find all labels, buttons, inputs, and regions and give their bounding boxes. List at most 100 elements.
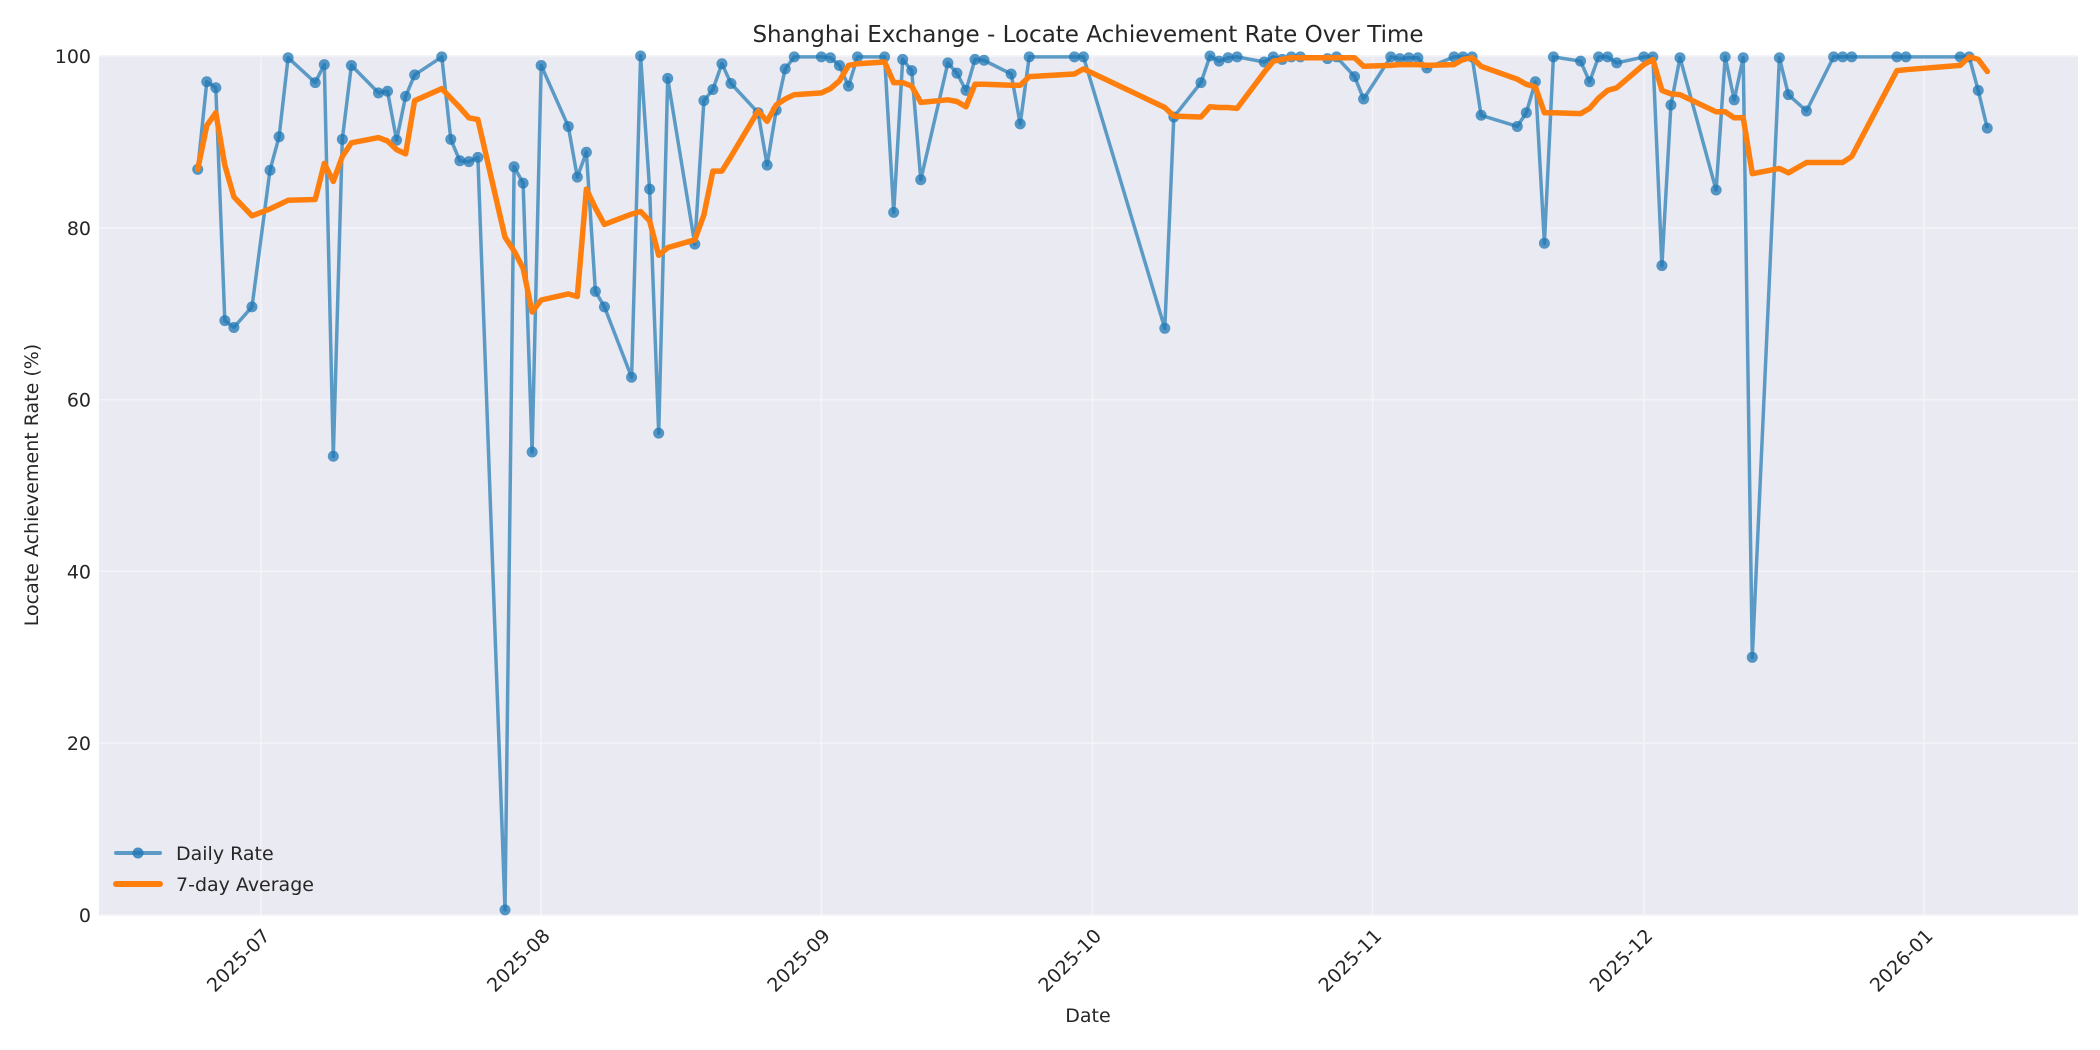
data-point — [400, 90, 412, 102]
data-point — [201, 76, 213, 88]
data-point — [1728, 94, 1740, 106]
data-point — [282, 52, 294, 64]
data-point — [1828, 51, 1840, 63]
data-point — [571, 171, 583, 183]
data-point — [1231, 51, 1243, 63]
data-point — [598, 301, 610, 313]
data-point — [888, 206, 900, 218]
data-point — [779, 63, 791, 75]
data-point — [508, 161, 520, 173]
data-point — [1638, 51, 1650, 63]
legend-daily-rate-label: Daily Rate — [176, 843, 274, 865]
data-point — [978, 54, 990, 66]
data-point — [409, 69, 421, 81]
data-point — [219, 315, 231, 327]
data-point — [1891, 51, 1903, 63]
x-tick-label: 2025-08 — [483, 925, 555, 997]
data-point — [273, 131, 285, 143]
data-point — [1412, 52, 1424, 64]
data-point — [445, 133, 457, 145]
data-point — [526, 446, 538, 458]
data-point — [1846, 51, 1858, 63]
data-point — [345, 59, 357, 71]
data-point — [1782, 89, 1794, 101]
x-tick-label: 2025-10 — [1034, 925, 1106, 997]
data-point — [1023, 51, 1035, 63]
data-point — [662, 72, 674, 84]
x-axis-ticks: 2025-07 2025-08 2025-09 2025-10 2025-11 2025-… — [203, 925, 1938, 997]
data-point — [499, 904, 511, 916]
data-point — [707, 84, 719, 96]
data-point — [372, 87, 384, 99]
data-point — [635, 50, 647, 62]
data-point — [264, 164, 276, 176]
legend-daily-rate-marker — [132, 847, 144, 859]
data-point — [1077, 51, 1089, 63]
data-point — [228, 321, 240, 333]
data-point — [1575, 55, 1587, 67]
data-point — [716, 58, 728, 70]
data-point — [1213, 55, 1225, 67]
data-point — [653, 427, 665, 439]
data-point — [246, 301, 258, 313]
data-point — [1837, 51, 1849, 63]
data-point — [1981, 122, 1993, 134]
y-tick-label: 0 — [79, 905, 91, 927]
data-point — [210, 82, 222, 94]
data-point — [1195, 77, 1207, 89]
data-point — [833, 59, 845, 71]
data-point — [1972, 84, 1984, 96]
data-point — [1222, 52, 1234, 64]
data-point — [725, 77, 737, 89]
data-point — [1005, 68, 1017, 80]
data-point — [382, 85, 394, 97]
data-point — [1349, 71, 1361, 83]
data-point — [463, 156, 475, 168]
y-tick-label: 60 — [67, 390, 91, 412]
x-tick-label: 2025-07 — [203, 925, 275, 997]
series-layer — [192, 50, 1993, 916]
y-axis-ticks: 0 20 40 60 80 100 — [55, 46, 91, 927]
data-point — [454, 155, 466, 167]
y-tick-label: 80 — [67, 218, 91, 240]
legend-7day-average-label: 7-day Average — [176, 874, 314, 896]
data-point — [1538, 237, 1550, 249]
data-point — [1801, 105, 1813, 117]
data-point — [906, 65, 918, 77]
x-tick-label: 2026-01 — [1866, 925, 1938, 997]
data-point — [626, 371, 638, 383]
data-point — [1520, 107, 1532, 119]
data-point — [1448, 51, 1460, 63]
data-point — [1584, 76, 1596, 88]
data-point — [842, 80, 854, 92]
data-point — [1403, 52, 1415, 64]
y-tick-label: 100 — [55, 46, 91, 68]
data-point — [1394, 53, 1406, 65]
data-point — [562, 120, 574, 132]
data-point — [644, 183, 656, 195]
data-point — [1611, 57, 1623, 69]
data-point — [535, 59, 547, 71]
y-tick-label: 20 — [67, 733, 91, 755]
data-point — [1710, 184, 1722, 196]
data-point — [1204, 50, 1216, 62]
data-point — [1159, 322, 1171, 334]
x-tick-label: 2025-09 — [763, 925, 835, 997]
data-point — [969, 53, 981, 65]
data-point — [580, 146, 592, 158]
data-point — [1068, 51, 1080, 63]
data-point — [1511, 120, 1523, 132]
data-point — [472, 151, 484, 163]
data-point — [1900, 51, 1912, 63]
data-point — [1656, 260, 1668, 272]
data-point — [1358, 93, 1370, 105]
data-point — [1719, 51, 1731, 63]
data-point — [309, 77, 321, 89]
data-point — [1014, 118, 1026, 130]
data-point — [815, 51, 827, 63]
data-point — [1475, 109, 1487, 121]
data-point — [327, 450, 339, 462]
data-point — [698, 95, 710, 107]
data-point — [761, 159, 773, 171]
data-point — [1665, 99, 1677, 111]
